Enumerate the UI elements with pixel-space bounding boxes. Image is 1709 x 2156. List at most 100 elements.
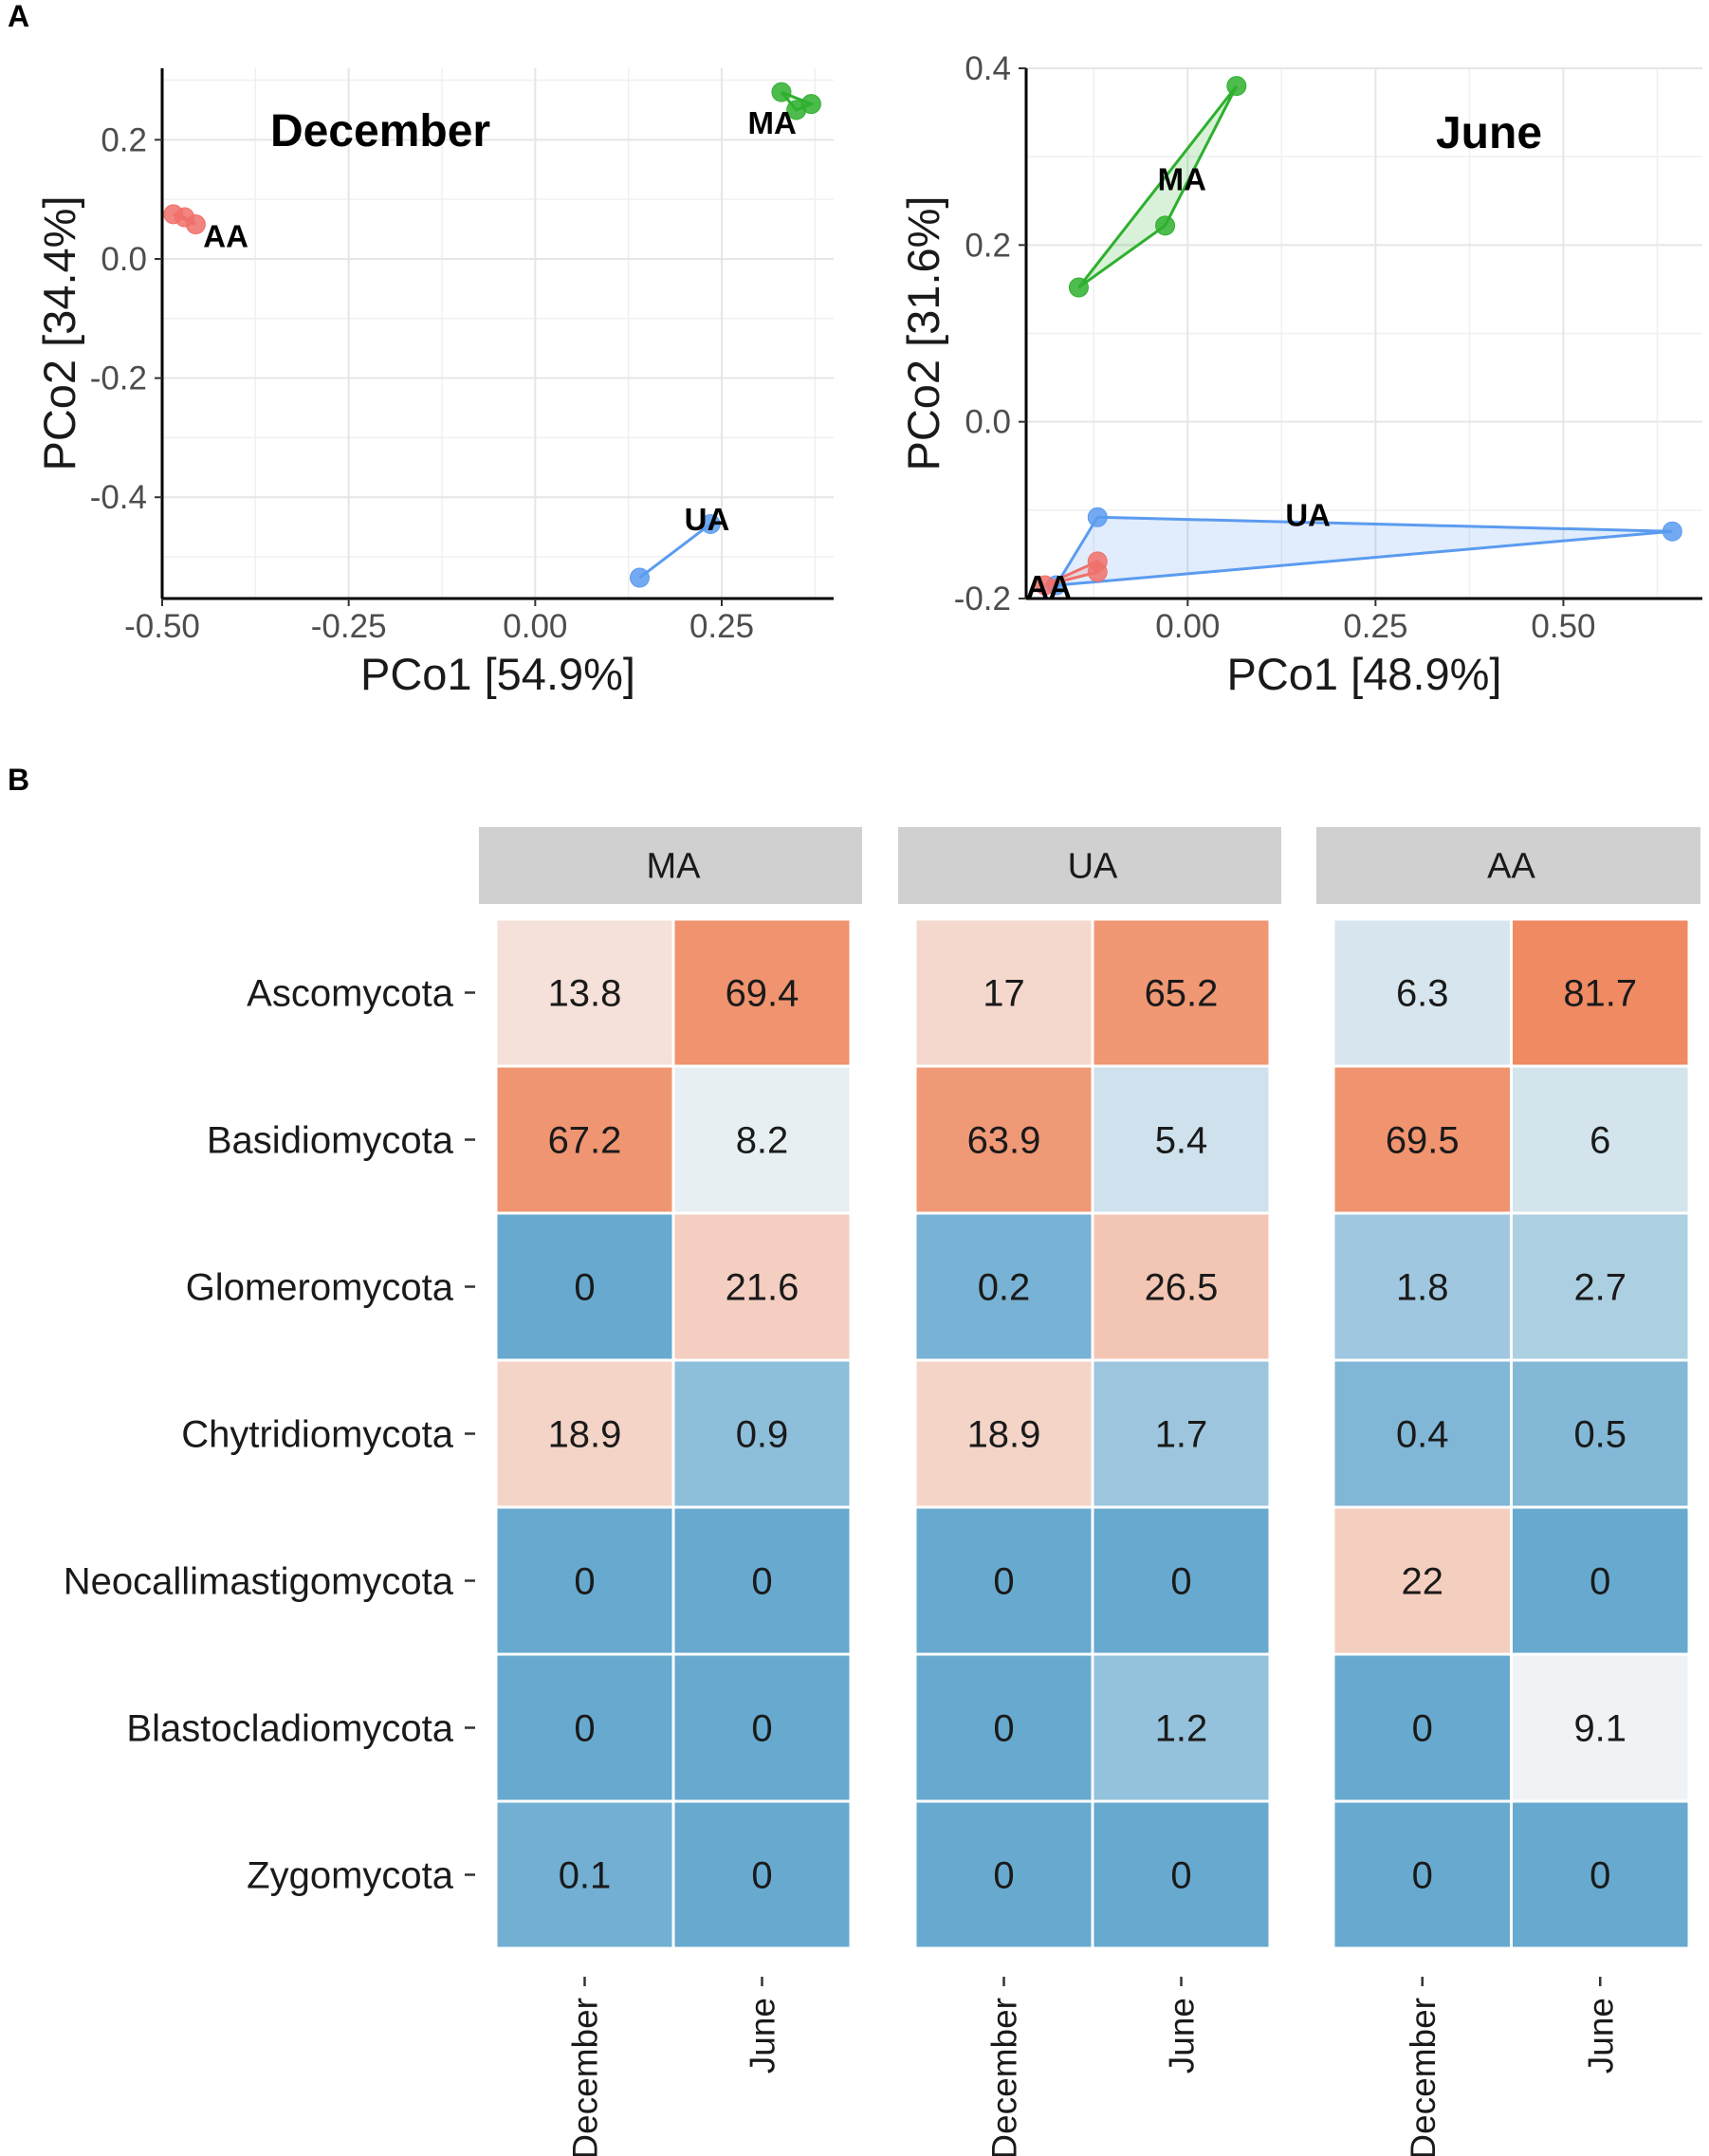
- facet-ma-cell: [494, 1064, 675, 1215]
- pcoa-june-label-ma: MA: [1158, 162, 1206, 197]
- facet-ma-cell-label: 67.2: [548, 1120, 622, 1162]
- facet-ma-cell-label: 0: [751, 1708, 772, 1750]
- pcoa-december-y-tick-label: -0.4: [90, 479, 147, 516]
- pcoa-december-y-axis-title: PCo2 [34.4%]: [34, 195, 84, 470]
- facet-aa-strip-label: AA: [1487, 847, 1535, 887]
- pcoa-december-y-tick-label: 0.0: [101, 241, 147, 278]
- pcoa-june-y-tick-label: -0.2: [954, 580, 1011, 617]
- pcoa-december-label-ma: MA: [748, 105, 797, 140]
- facet-ma-cell-label: 0: [574, 1267, 595, 1309]
- facet-aa-cell: [1510, 1505, 1691, 1656]
- row-label: Basidiomycota: [207, 1120, 454, 1162]
- panel-a-letter: A: [8, 0, 29, 33]
- facet-ua-strip-label: UA: [1068, 847, 1118, 887]
- row-label: Chytridiomycota: [181, 1414, 454, 1456]
- facet-aa-cell-label: 9.1: [1573, 1708, 1626, 1750]
- facet-ma-strip-label: MA: [647, 847, 702, 887]
- pcoa-june-point-ma: [1155, 215, 1176, 236]
- pcoa-june-hull-ua: [1053, 515, 1673, 587]
- pcoa-june-point-ma: [1226, 76, 1247, 97]
- pcoa-december-plot: -0.50 -0.25 0.00 0.25 -0.4 -0.2 0.0 0.2 PCo1 [54…: [34, 68, 834, 699]
- pcoa-june-x-tick-label: 0.50: [1531, 608, 1595, 645]
- facet-aa-cell-label: 1.8: [1396, 1267, 1449, 1309]
- pcoa-june-x-axis-title: PCo1 [48.9%]: [1226, 649, 1501, 699]
- facet-ma-cell-label: 69.4: [726, 973, 799, 1015]
- facet-ua-strip: [898, 827, 1281, 904]
- pcoa-december-label-ua: UA: [685, 502, 730, 537]
- pcoa-december-x-tick-label: 0.00: [503, 608, 567, 645]
- facet-ua-cell: [1091, 1211, 1272, 1362]
- facet-aa-cell-label: 0: [1590, 1561, 1610, 1603]
- row-label: Ascomycota: [247, 973, 454, 1015]
- facet-ua-cell-label: 1.2: [1155, 1708, 1208, 1750]
- facet-ma-cell: [671, 1799, 853, 1950]
- pcoa-june-y-tick-label: 0.0: [965, 404, 1011, 441]
- facet-aa-cell-label: 81.7: [1563, 973, 1637, 1015]
- facet-ua-col-label: December: [985, 1998, 1024, 2156]
- facet-aa-cell-label: 0.4: [1396, 1414, 1449, 1456]
- facet-ua-cell: [913, 1505, 1094, 1656]
- pcoa-june-x-tick-label: 0.00: [1155, 608, 1220, 645]
- facet-ma-cell-label: 0: [751, 1855, 772, 1897]
- facet-ua-cell-label: 18.9: [967, 1414, 1041, 1456]
- facet-ua-cell-label: 0: [1170, 1855, 1191, 1897]
- facet-aa-cell-label: 22: [1402, 1561, 1444, 1603]
- pcoa-december-point-ua: [700, 513, 721, 534]
- facet-ma-cell: [494, 917, 675, 1068]
- pcoa-december-title: December: [270, 106, 490, 157]
- facet-aa-col-label: June: [1581, 1998, 1620, 2073]
- pcoa-june-label-aa: AA: [1026, 569, 1072, 604]
- pcoa-december-x-axis-title: PCo1 [54.9%]: [360, 649, 635, 699]
- facet-ua-cell-label: 0: [993, 1855, 1014, 1897]
- facet-aa-cell-label: 0: [1412, 1855, 1433, 1897]
- facet-ma-strip: [479, 827, 862, 904]
- pcoa-december-y-tick-label: 0.2: [101, 121, 147, 158]
- facet-ua-cell-label: 5.4: [1155, 1120, 1208, 1162]
- facet-ma-cell-label: 0.9: [736, 1414, 789, 1456]
- facet-ma-cell-label: 13.8: [548, 973, 622, 1015]
- row-label: Glomeromycota: [186, 1267, 454, 1309]
- pcoa-june-x-tick-label: 0.25: [1343, 608, 1407, 645]
- pcoa-june-point-aa: [1035, 575, 1056, 596]
- pcoa-december-x-tick-label: -0.50: [124, 608, 200, 645]
- row-label: Neocallimastigomycota: [64, 1561, 454, 1603]
- facet-ua-cell: [1091, 1064, 1272, 1215]
- pcoa-june-point-aa: [1087, 562, 1108, 582]
- facet-ua-cell: [1091, 1799, 1272, 1950]
- pcoa-december-point-ma: [800, 94, 821, 115]
- phylum-heatmap: MA 13.8 69.4 67.2 8.2 0 21.6 18.9 0.9 0 0 0 0 0.1 0 Dec…: [64, 827, 1700, 2156]
- facet-ma-cell-label: 0: [751, 1561, 772, 1603]
- facet-ua-cell-label: 26.5: [1145, 1267, 1219, 1309]
- facet-ua-cell-label: 65.2: [1145, 973, 1219, 1015]
- pcoa-june-hull-ma: [1077, 84, 1239, 289]
- facet-aa-cell-label: 6: [1590, 1120, 1610, 1162]
- facet-ma-cell-label: 8.2: [736, 1120, 789, 1162]
- pcoa-june-label-ua: UA: [1285, 498, 1331, 533]
- facet-ua-cell: [913, 1064, 1094, 1215]
- facet-ma-cell: [671, 1505, 853, 1656]
- facet-ma-cell-label: 0: [574, 1708, 595, 1750]
- facet-aa-cell: [1510, 1064, 1691, 1215]
- facet-aa-cell-label: 0: [1590, 1855, 1610, 1897]
- facet-aa-cell: [1510, 917, 1691, 1068]
- facet-ma-col-label: December: [566, 1998, 605, 2156]
- pcoa-december-point-ma: [771, 82, 792, 102]
- facet-aa-cell-label: 6.3: [1396, 973, 1449, 1015]
- facet-ua-cell-label: 0.2: [978, 1267, 1031, 1309]
- pcoa-june-y-tick-label: 0.4: [965, 50, 1011, 87]
- facet-ua-cell: [913, 1799, 1094, 1950]
- facet-aa-cell: [1510, 1358, 1691, 1509]
- facet-ua-col-label: June: [1163, 1998, 1202, 2073]
- facet-ua-cell-label: 17: [983, 973, 1025, 1015]
- facet-ua-cell-label: 63.9: [967, 1120, 1041, 1162]
- pcoa-june-y-tick-label: 0.2: [965, 227, 1011, 264]
- pcoa-june-title: June: [1436, 108, 1542, 158]
- row-label: Zygomycota: [247, 1855, 454, 1897]
- facet-aa-cell-label: 0: [1412, 1708, 1433, 1750]
- pcoa-june-point-ua: [1087, 507, 1108, 527]
- facet-ua-cell: [913, 1211, 1094, 1362]
- pcoa-june-plot: 0.00 0.25 0.50 -0.2 0.0 0.2 0.4 PCo1 [48.9%] PCo…: [898, 50, 1702, 699]
- facet-aa-cell-label: 2.7: [1573, 1267, 1626, 1309]
- facet-ma-cell-label: 21.6: [726, 1267, 799, 1309]
